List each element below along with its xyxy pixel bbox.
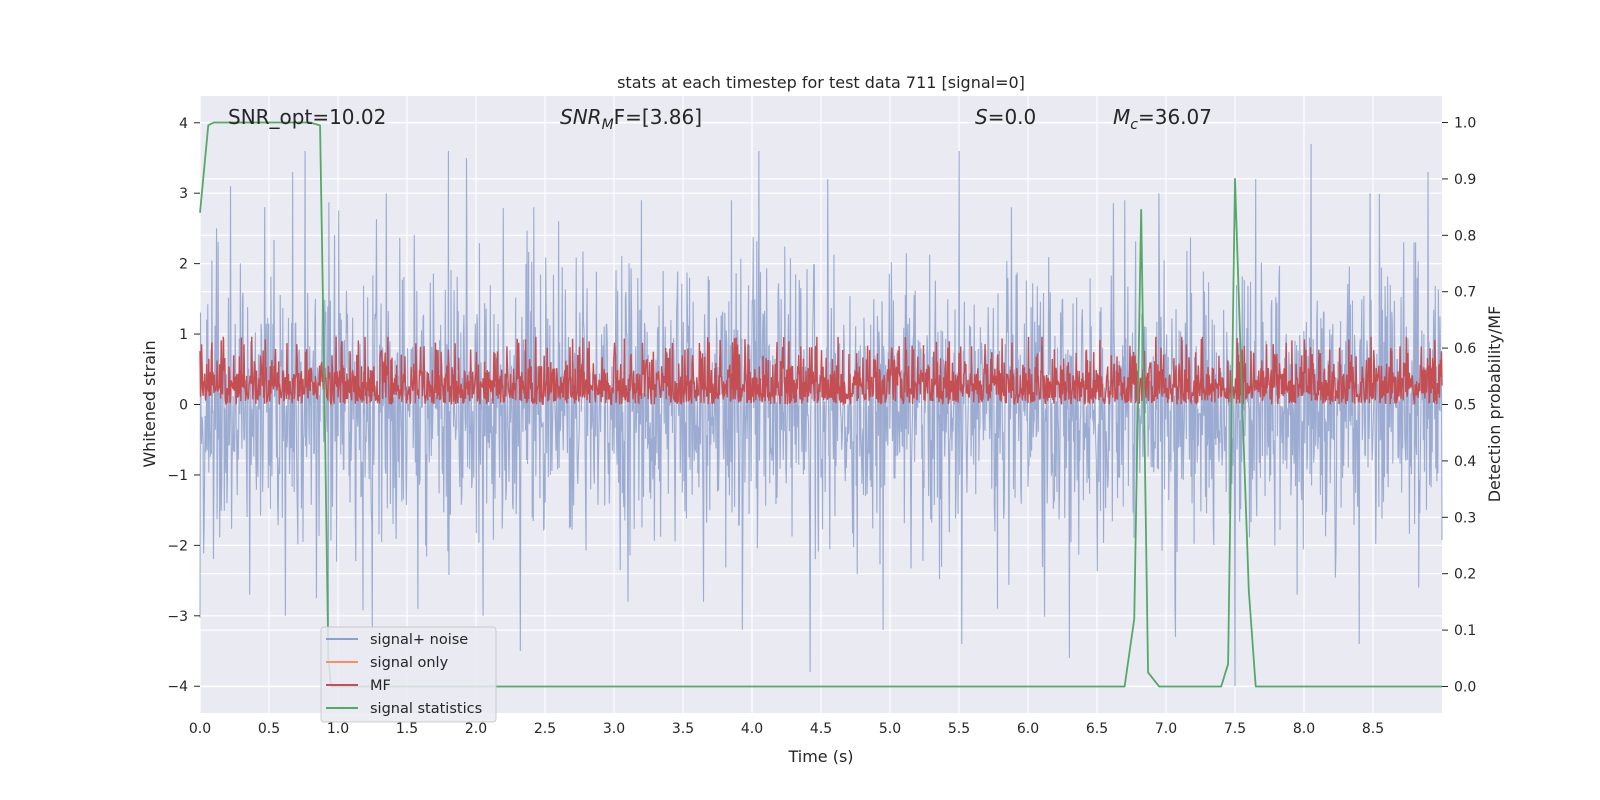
ticks: 0.0 0.5 1.0 1.5 2.0 2.5 3.0 3.5 4.0 4.5 5.0 5.5 6.0 6… <box>167 116 1476 737</box>
x-axis-label: Time (s) <box>787 747 853 766</box>
x-tick-label: 5.0 <box>879 721 901 737</box>
y2-tick-label: 0.0 <box>1454 679 1476 695</box>
legend-label-signal-statistics: signal statistics <box>370 701 482 717</box>
x-tick-label: 4.5 <box>810 721 832 737</box>
x-tick-label: 4.0 <box>741 721 763 737</box>
x-tick-label: 7.5 <box>1224 721 1246 737</box>
x-tick-label: 1.0 <box>327 721 349 737</box>
y-tick-label: 4 <box>179 116 188 132</box>
y-tick-label: −1 <box>167 468 188 484</box>
y-tick-label: −2 <box>167 538 188 554</box>
x-tick-label: 8.5 <box>1362 721 1384 737</box>
series-signal-noise <box>199 143 1443 687</box>
y2-tick-label: 0.9 <box>1454 172 1476 188</box>
y2-tick-label: 0.8 <box>1454 228 1476 244</box>
series-signal-statistics <box>199 121 1442 688</box>
x-tick-label: 5.5 <box>948 721 970 737</box>
x-tick-label: 2.5 <box>534 721 556 737</box>
annotation-s: S=0.0 <box>975 105 1036 129</box>
y2-tick-label: 0.3 <box>1454 510 1476 526</box>
x-tick-label: 0.0 <box>189 721 211 737</box>
x-tick-label: 1.5 <box>396 721 418 737</box>
x-tick-label: 0.5 <box>258 721 280 737</box>
x-tick-label: 3.0 <box>603 721 625 737</box>
y2-tick-label: 1.0 <box>1454 116 1476 132</box>
chart-title: stats at each timestep for test data 711… <box>617 73 1025 92</box>
legend-label-mf: MF <box>370 678 391 694</box>
x-tick-label: 6.5 <box>1086 721 1108 737</box>
series-layer <box>199 121 1443 688</box>
y2-axis-label: Detection probability/MF <box>1485 306 1504 503</box>
legend: signal+ noise signal only MF signal stat… <box>320 626 497 723</box>
y2-tick-label: 0.7 <box>1454 285 1476 301</box>
y-tick-label: 0 <box>179 398 188 414</box>
annotations: SNR_opt=10.02 SNRMF=[3.86] S=0.0 Mc=36.0… <box>228 105 1212 133</box>
x-tick-label: 3.5 <box>672 721 694 737</box>
y2-tick-label: 0.4 <box>1454 454 1476 470</box>
legend-box <box>320 626 497 723</box>
y2-tick-label: 0.1 <box>1454 623 1476 639</box>
legend-label-signal-noise: signal+ noise <box>370 632 468 648</box>
y-tick-label: −4 <box>167 679 188 695</box>
y2-tick-label: 0.5 <box>1454 398 1476 414</box>
x-tick-label: 8.0 <box>1293 721 1315 737</box>
x-tick-label: 2.0 <box>465 721 487 737</box>
y-axis-label: Whitened strain <box>140 340 159 467</box>
y2-tick-label: 0.6 <box>1454 341 1476 357</box>
series-mf <box>199 336 1443 407</box>
y-tick-label: 2 <box>179 257 188 273</box>
x-tick-label: 6.0 <box>1017 721 1039 737</box>
legend-label-signal-only: signal only <box>370 655 449 671</box>
y-tick-label: 1 <box>179 327 188 343</box>
y-tick-label: 3 <box>179 186 188 202</box>
x-tick-label: 7.0 <box>1155 721 1177 737</box>
annotation-snr-opt: SNR_opt=10.02 <box>228 105 386 129</box>
y-tick-label: −3 <box>167 609 188 625</box>
y2-tick-label: 0.2 <box>1454 567 1476 583</box>
annotation-mc: Mc=36.07 <box>1113 105 1212 133</box>
annotation-snr-mf: SNRMF=[3.86] <box>560 105 702 133</box>
